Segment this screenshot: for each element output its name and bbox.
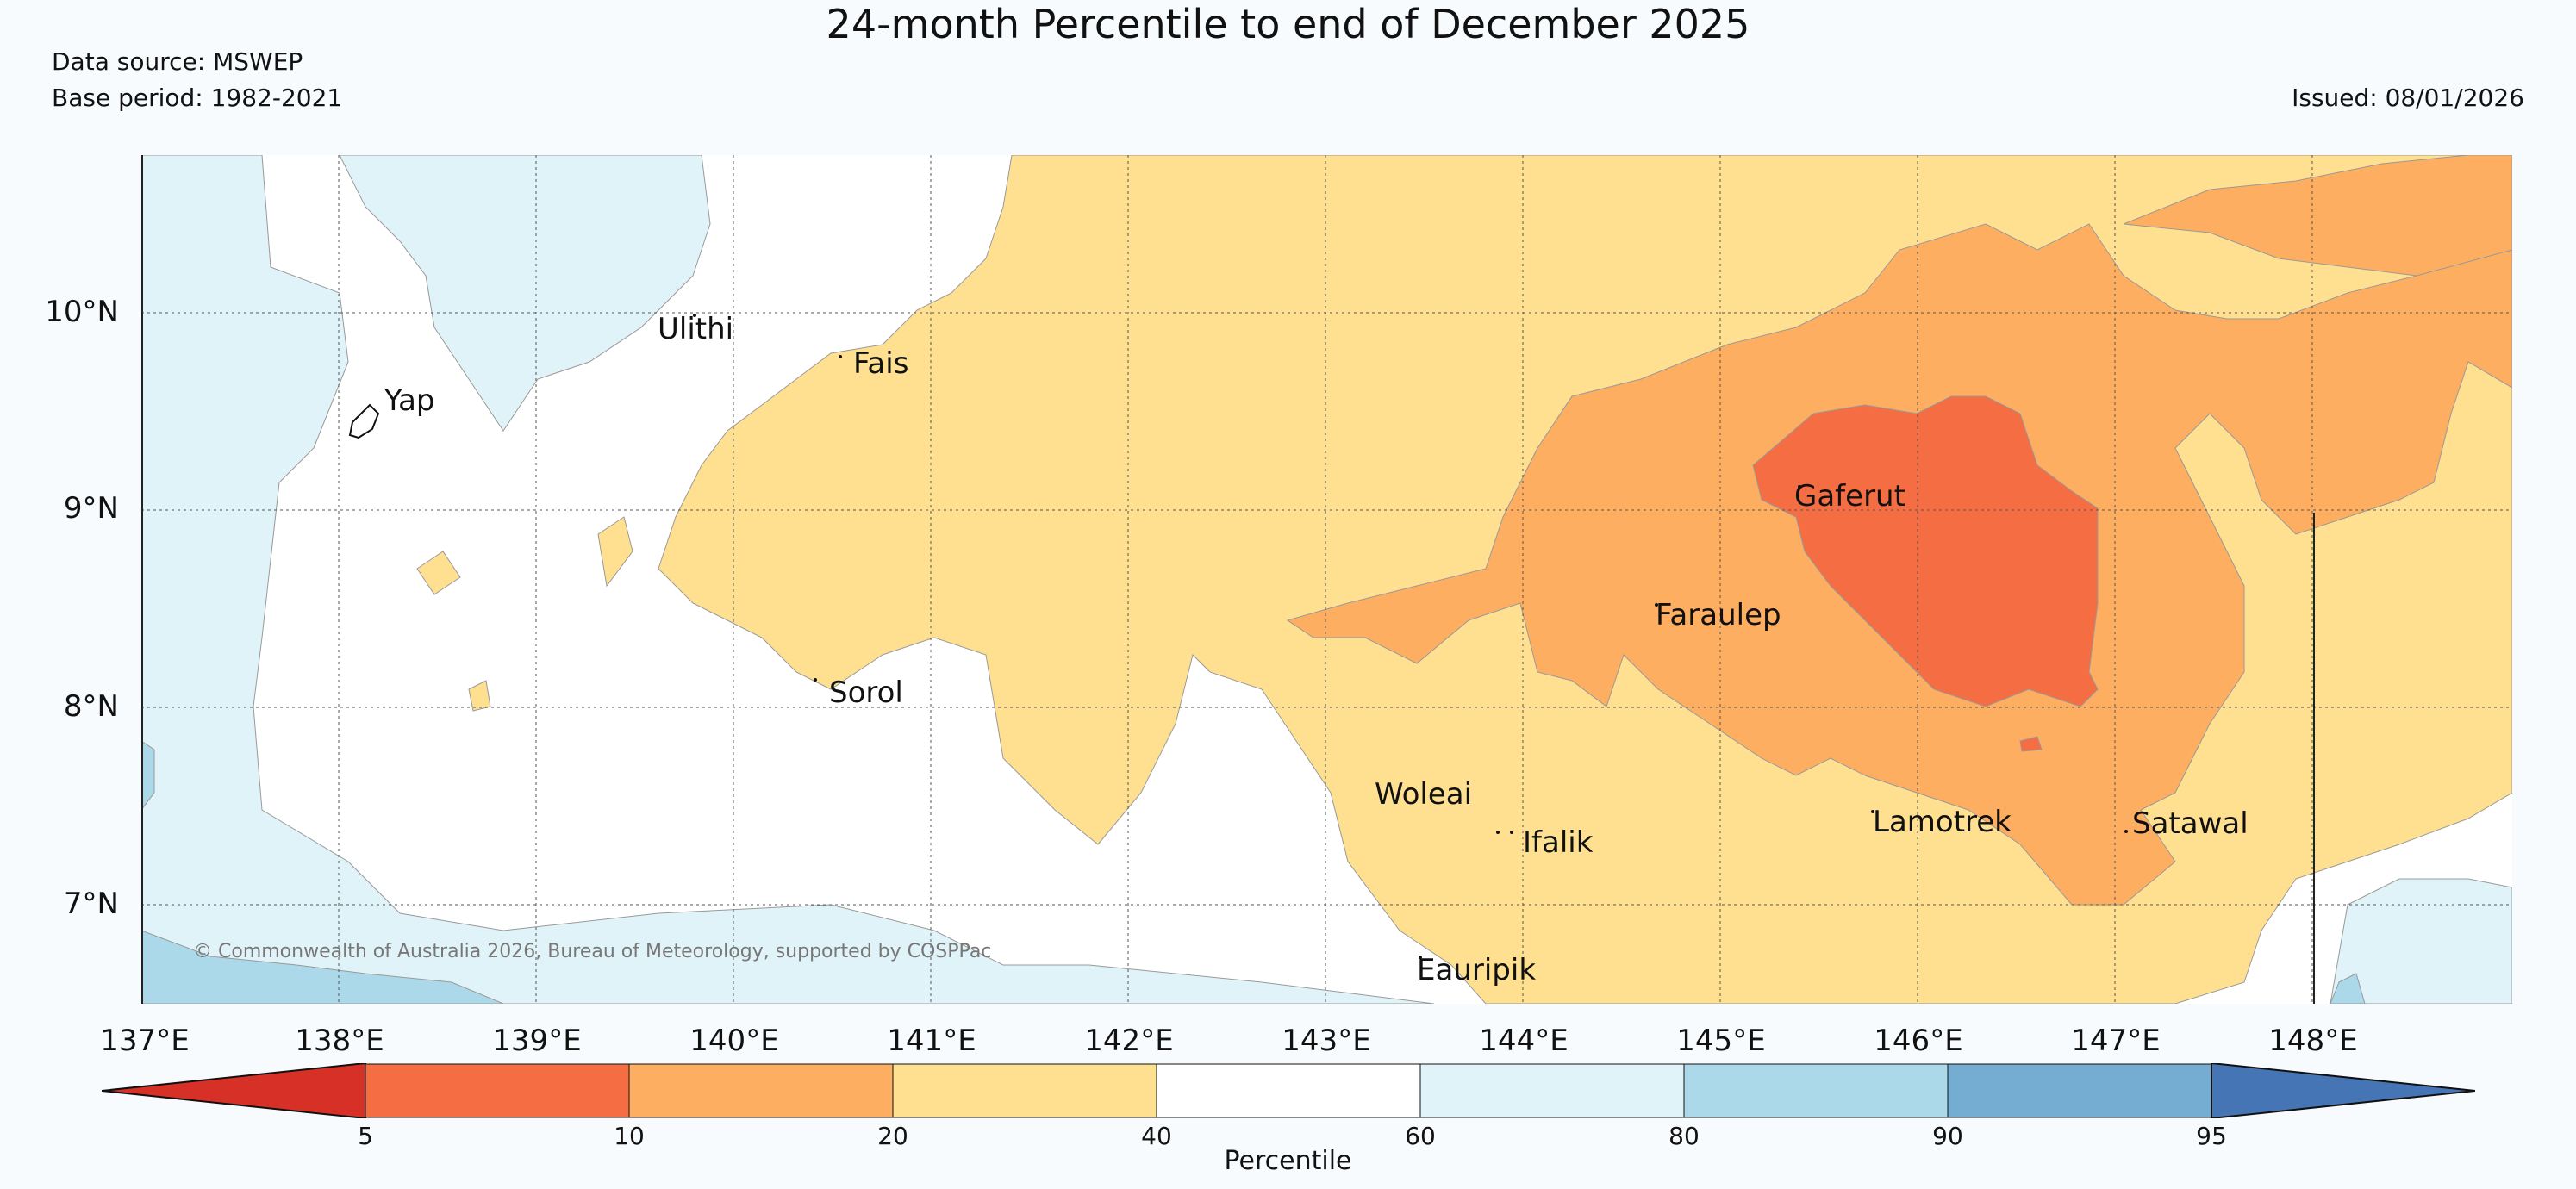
region-20-40-small-3	[468, 680, 491, 712]
satawal-dot	[2124, 830, 2128, 833]
yap-island-shape	[348, 403, 380, 439]
lon-label-144e: 144°E	[1479, 1024, 1569, 1058]
map-canvas: Yap Ulithi Fais Sorol Gaferut Faraulep W…	[141, 155, 2512, 1004]
place-label-gaferut: Gaferut	[1794, 479, 1905, 514]
lat-label-7n: 7°N	[63, 887, 119, 921]
place-label-woleai: Woleai	[1375, 777, 1473, 812]
place-label-lamotrek: Lamotrek	[1873, 805, 2012, 839]
woleai-dot	[1496, 831, 1500, 834]
place-label-ulithi: Ulithi	[658, 312, 734, 346]
map-title: 24-month Percentile to end of December 2…	[826, 1, 1750, 47]
ulithi-dot	[693, 314, 696, 317]
colorbar-segment-20-40	[892, 1063, 1157, 1118]
percentile-colorbar	[102, 1063, 2475, 1118]
colorbar-segment-above-95	[2211, 1063, 2475, 1118]
graticule	[141, 155, 2512, 1004]
lon-label-145e: 145°E	[1676, 1024, 1766, 1058]
colorbar-segment-60-80	[1419, 1063, 1685, 1118]
colorbar-segment-90-95	[1947, 1063, 2212, 1118]
region-20-40-small-2	[597, 516, 633, 588]
place-label-yap: Yap	[384, 383, 435, 418]
base-period-text: Base period: 1982-2021	[52, 84, 343, 112]
fais-dot	[839, 355, 842, 358]
lon-label-139e: 139°E	[492, 1024, 582, 1058]
colorbar-segment-40-60	[1156, 1063, 1421, 1118]
colorbar-segment-5-10	[365, 1063, 630, 1118]
lon-label-148e: 148°E	[2268, 1024, 2358, 1058]
colorbar-tick-10: 10	[614, 1122, 645, 1150]
place-label-satawal: Satawal	[2132, 806, 2249, 841]
region-60-80-east	[2330, 878, 2512, 1004]
colorbar-title: Percentile	[1224, 1146, 1352, 1176]
place-label-eauripik: Eauripik	[1417, 953, 1537, 987]
ifalik-dot	[1510, 831, 1513, 834]
lon-label-141e: 141°E	[887, 1024, 976, 1058]
lat-label-8n: 8°N	[63, 689, 119, 724]
lamotrek-dot	[1871, 810, 1874, 813]
region-60-80-west	[141, 155, 1435, 1004]
lon-label-137e: 137°E	[100, 1024, 190, 1058]
colorbar-tick-20: 20	[877, 1122, 908, 1150]
lon-label-143e: 143°E	[1282, 1024, 1371, 1058]
colorbar-tick-95: 95	[2196, 1122, 2227, 1150]
colorbar-segment-80-90	[1683, 1063, 1949, 1118]
colorbar-tick-80: 80	[1668, 1122, 1700, 1150]
place-label-fais: Fais	[853, 346, 909, 381]
lon-label-142e: 142°E	[1084, 1024, 1174, 1058]
region-5-10-core	[1752, 395, 2099, 707]
colorbar-tick-90: 90	[1932, 1122, 1963, 1150]
colorbar-tick-40: 40	[1141, 1122, 1172, 1150]
region-10-20-northeast	[2123, 155, 2512, 277]
faraulep-dot	[1655, 603, 1658, 607]
region-20-40-small-1	[416, 551, 461, 595]
region-80-90-southwest	[141, 930, 504, 1004]
eauripik-dot	[1419, 956, 1422, 959]
colorbar-segment-below-5	[102, 1063, 366, 1118]
lon-label-140e: 140°E	[689, 1024, 779, 1058]
region-5-10-small	[2019, 736, 2043, 752]
lon-label-147e: 147°E	[2071, 1024, 2161, 1058]
place-label-faraulep: Faraulep	[1656, 598, 1781, 632]
region-60-80-north	[339, 155, 711, 432]
issued-date-text: Issued: 08/01/2026	[2292, 84, 2524, 112]
lon-label-138e: 138°E	[295, 1024, 384, 1058]
region-80-90-west-edge	[141, 740, 155, 811]
lat-label-9n: 9°N	[63, 491, 119, 526]
lat-label-10n: 10°N	[45, 295, 119, 329]
place-label-ifalik: Ifalik	[1523, 825, 1594, 860]
colorbar-tick-5: 5	[358, 1122, 373, 1150]
colorbar-tick-60: 60	[1405, 1122, 1436, 1150]
percentile-map-svg	[141, 155, 2512, 1004]
sorol-dot	[814, 678, 817, 682]
data-source-text: Data source: MSWEP	[52, 47, 303, 76]
lon-label-146e: 146°E	[1874, 1024, 1963, 1058]
region-80-90-east	[2330, 973, 2366, 1004]
colorbar-segment-10-20	[628, 1063, 894, 1118]
copyright-notice: © Commonwealth of Australia 2026, Bureau…	[193, 941, 992, 962]
place-label-sorol: Sorol	[829, 675, 903, 710]
gaferut-dot	[1798, 485, 1801, 489]
